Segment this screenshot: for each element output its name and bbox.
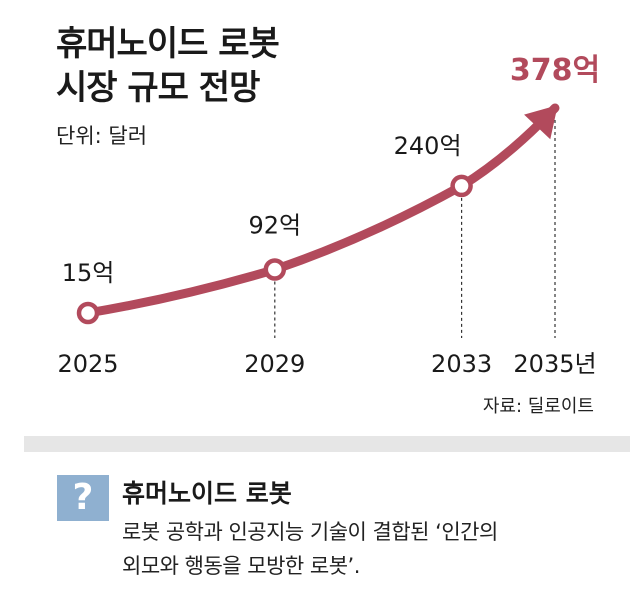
- x-tick-label: 2033: [431, 350, 492, 378]
- unit-label: 단위: 달러: [56, 124, 148, 148]
- source-label: 자료: 딜로이트: [482, 396, 594, 417]
- x-tick-label: 2025: [57, 350, 118, 378]
- title-line-1: 휴머노이드 로봇: [56, 24, 280, 64]
- definition-line-2: 외모와 행동을 모방한 로봇’.: [122, 554, 360, 578]
- x-tick-label: 2035년: [513, 350, 596, 378]
- data-point: [450, 174, 473, 198]
- chart-title: 휴머노이드 로봇 시장 규모 전망: [56, 22, 280, 110]
- data-label: 92억: [248, 212, 301, 240]
- definition-text: 로봇 공학과 인공지능 기술이 결합된 ‘인간의 외모와 행동을 모방한 로봇’…: [122, 515, 622, 583]
- title-line-2: 시장 규모 전망: [56, 68, 260, 108]
- question-mark-icon: ?: [57, 475, 109, 521]
- series-line: [83, 103, 560, 318]
- data-label: 378억: [510, 53, 600, 88]
- data-point: [76, 301, 100, 325]
- data-point: [263, 258, 287, 281]
- data-label: 15억: [62, 259, 115, 287]
- definition-term: 휴머노이드 로봇: [122, 479, 292, 508]
- line-chart: 15억 92억 240억 378억 2025 2029 2033 2035년: [57, 53, 600, 378]
- x-tick-label: 2029: [244, 350, 305, 378]
- data-label: 240억: [394, 132, 462, 160]
- section-divider: [24, 436, 630, 452]
- arrow-head: [524, 105, 558, 140]
- definition-line-1: 로봇 공학과 인공지능 기술이 결합된 ‘인간의: [122, 520, 498, 544]
